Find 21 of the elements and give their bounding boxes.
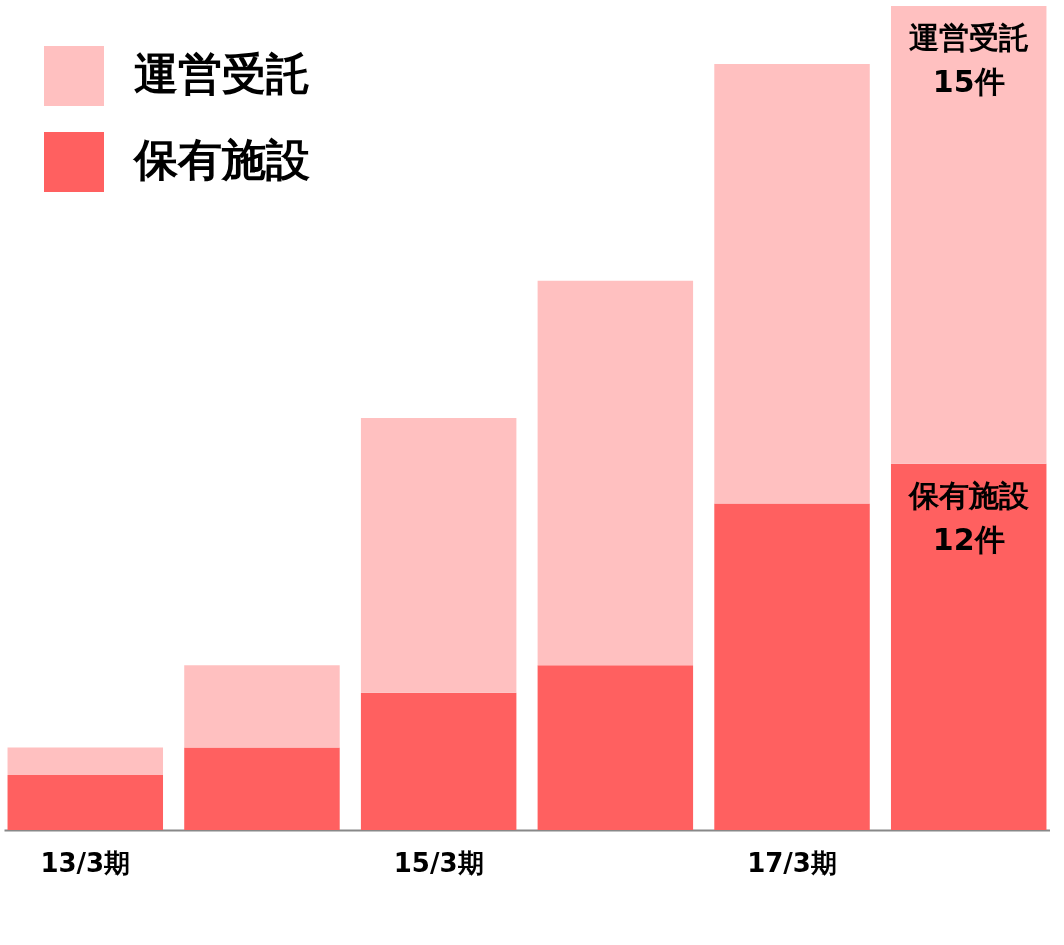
bar (7, 775, 164, 830)
legend-label: 運営受託 (134, 48, 310, 99)
bar (714, 63, 870, 504)
bar (360, 418, 517, 693)
data-label: 12件 (932, 521, 1005, 557)
bar (537, 280, 694, 666)
legend-label: 保有施設 (132, 134, 310, 185)
bar (890, 6, 1047, 464)
bar (714, 503, 870, 830)
text: 保有施設 (908, 477, 1029, 513)
bar (184, 665, 340, 748)
bar (360, 692, 517, 830)
bar (537, 665, 694, 830)
x-tick-label: 13/3期 (40, 847, 131, 878)
bar (184, 747, 340, 830)
bar (890, 463, 1047, 830)
data-label: 15件 (932, 64, 1005, 99)
bar (7, 747, 164, 776)
x-tick-label: 17/3期 (747, 847, 837, 878)
text: 運営受託 (908, 20, 1029, 55)
x-tick-label: 15/3期 (393, 847, 484, 878)
